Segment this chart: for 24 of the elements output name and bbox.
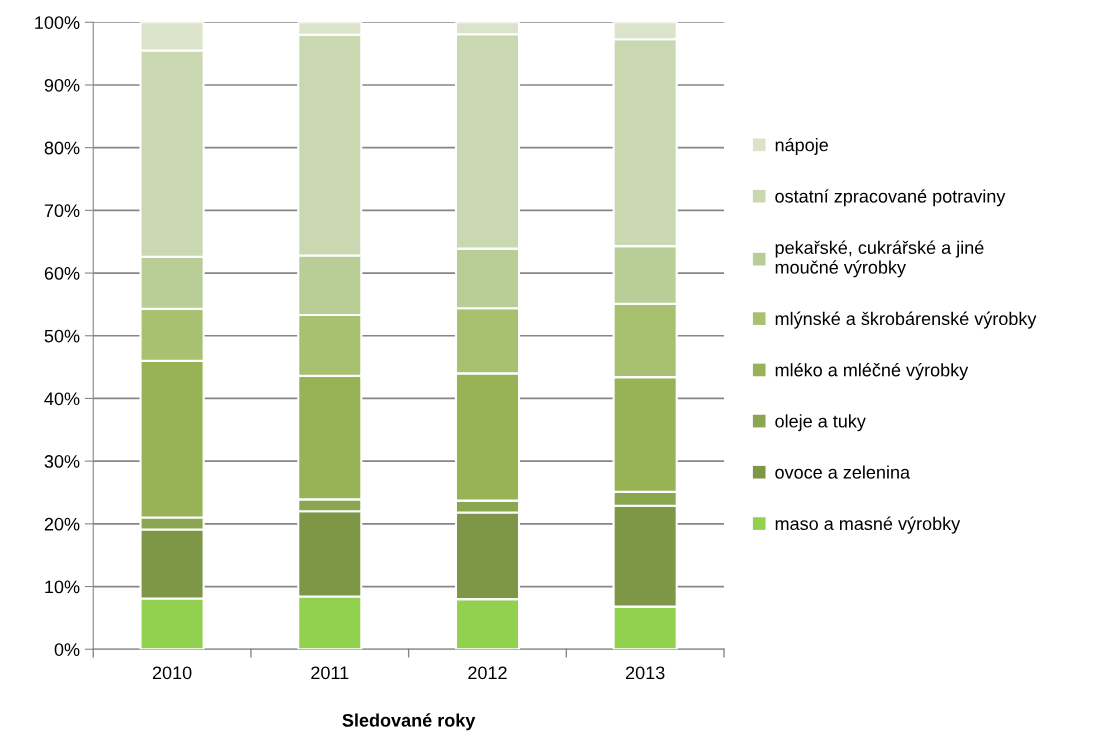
legend-label: maso a masné výrobky bbox=[775, 516, 961, 534]
x-tick-label: 2011 bbox=[311, 666, 349, 680]
legend-label: mléko a mléčné výrobky bbox=[775, 362, 969, 381]
y-tick-label: 70% bbox=[44, 204, 80, 218]
x-tick-label: 2013 bbox=[626, 666, 665, 680]
y-tick-label: 60% bbox=[44, 266, 80, 280]
y-tick-label: 30% bbox=[44, 455, 80, 468]
legend-label: pekařské, cukrářské a jiné moučné výrobky bbox=[775, 240, 984, 278]
y-tick-label: 0% bbox=[54, 643, 80, 656]
legend-label: ovoce a zelenina bbox=[775, 465, 911, 479]
x-axis-title: Sledované roky bbox=[342, 713, 476, 731]
legend-label: mlýnské a škrobárenské výrobky bbox=[775, 311, 1037, 329]
y-tick-label: 20% bbox=[44, 517, 80, 531]
x-tick-label: 2010 bbox=[152, 666, 192, 680]
y-tick-label: 50% bbox=[44, 329, 80, 343]
legend-label: oleje a tuky bbox=[775, 414, 866, 432]
y-tick-label: 10% bbox=[45, 580, 80, 594]
legend-label: nápoje bbox=[775, 137, 828, 155]
y-tick-label: 80% bbox=[44, 141, 80, 155]
y-tick-label: 40% bbox=[44, 392, 80, 406]
y-tick-label: 90% bbox=[44, 78, 80, 92]
y-tick-label: 100% bbox=[35, 16, 80, 29]
x-tick-label: 2012 bbox=[468, 666, 507, 680]
legend-label: ostatní zpracované potraviny bbox=[775, 189, 1006, 207]
